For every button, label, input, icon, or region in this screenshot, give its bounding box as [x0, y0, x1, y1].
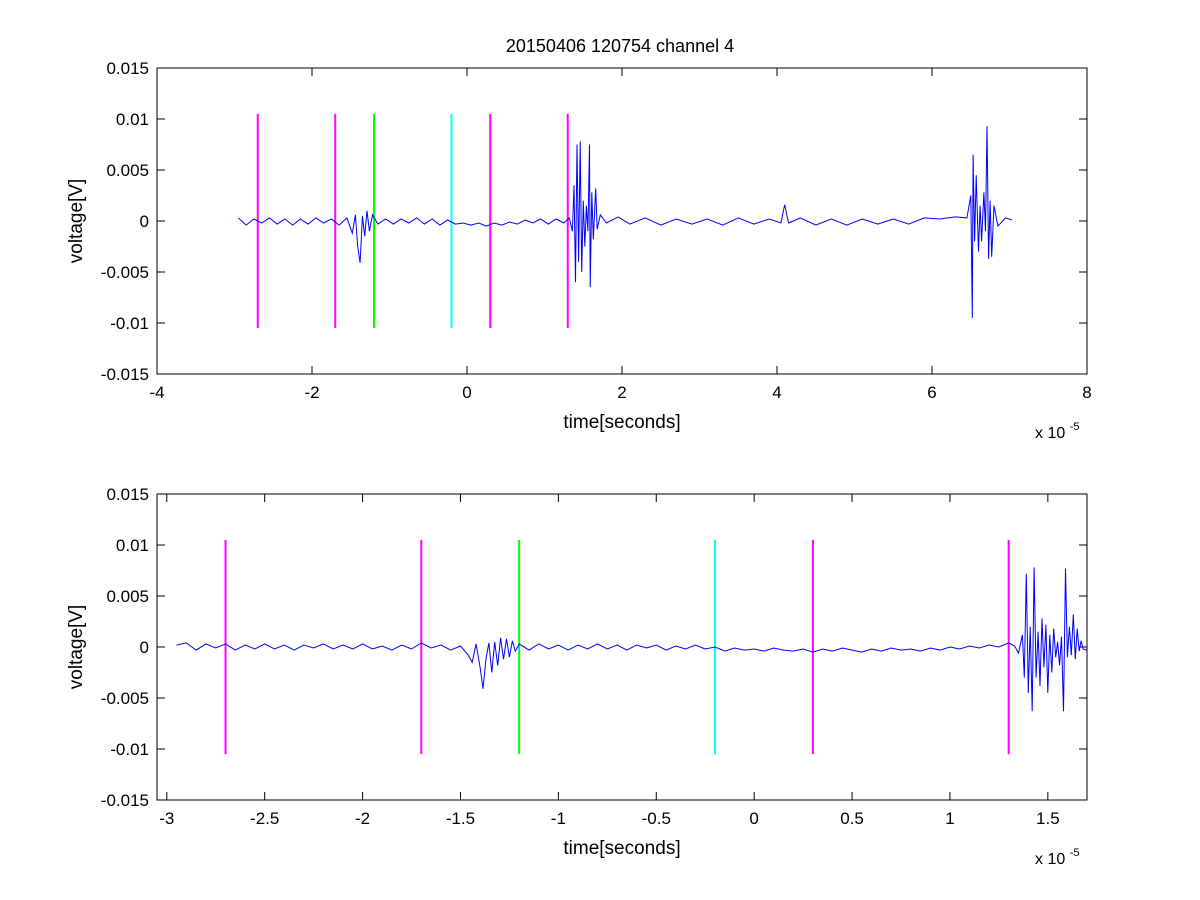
- top-subplot-ticks: -4 -2 0 2 4 6 8 -0.015 -0.01 -0.005 0 0.005 0.01 0.01…: [101, 59, 1092, 402]
- bottom-x-tick-label: 0: [749, 809, 758, 828]
- top-x-tick-label: -2: [304, 383, 319, 402]
- top-y-tick-label: 0: [140, 212, 149, 231]
- top-y-tick-label: 0.005: [106, 161, 149, 180]
- bottom-y-tick-label: -0.005: [101, 689, 149, 708]
- bottom-x-tick-label: -1: [551, 809, 566, 828]
- top-voltage-trace: [238, 126, 1012, 318]
- top-y-tick-label: -0.005: [101, 263, 149, 282]
- bottom-y-tick-label: 0: [140, 638, 149, 657]
- bottom-y-tick-label: 0.015: [106, 485, 149, 504]
- bottom-x-tick-label: 1: [945, 809, 954, 828]
- top-x-multiplier-base: x 10: [1035, 425, 1065, 442]
- top-subplot-markers: [256, 113, 569, 329]
- bottom-y-tick-label: -0.01: [110, 740, 149, 759]
- top-x-tick-label: 2: [617, 383, 626, 402]
- bottom-x-multiplier: x 10 -5: [1035, 847, 1079, 868]
- top-x-multiplier-exponent: -5: [1070, 421, 1080, 433]
- bottom-x-tick-label: -0.5: [642, 809, 671, 828]
- bottom-x-tick-label: 0.5: [840, 809, 864, 828]
- bottom-y-tick-label: 0.01: [116, 536, 149, 555]
- bottom-y-tick-label: -0.015: [101, 791, 149, 810]
- top-subplot-frame: [156, 67, 1088, 375]
- bottom-voltage-trace: [176, 567, 1088, 712]
- top-x-multiplier: x 10 -5: [1035, 421, 1079, 442]
- bottom-subplot-series: [176, 567, 1088, 712]
- bottom-x-multiplier-base: x 10: [1035, 851, 1065, 868]
- top-subplot-series: [238, 126, 1012, 318]
- top-y-tick-label: 0.01: [116, 110, 149, 129]
- top-subplot: -4 -2 0 2 4 6 8 -0.015 -0.01 -0.005 0 0.005 0.01 0.01…: [66, 59, 1092, 442]
- bottom-x-tick-label: -2.5: [250, 809, 279, 828]
- top-y-axis-label: voltage[V]: [66, 179, 87, 264]
- top-x-tick-label: 4: [772, 383, 781, 402]
- top-x-tick-label: -4: [149, 383, 164, 402]
- top-x-tick-label: 0: [462, 383, 471, 402]
- bottom-x-tick-label: -3: [159, 809, 174, 828]
- bottom-x-tick-label: -2: [355, 809, 370, 828]
- bottom-subplot-frame: [156, 493, 1088, 801]
- top-x-tick-label: 6: [927, 383, 936, 402]
- bottom-x-multiplier-exponent: -5: [1070, 847, 1080, 859]
- figure-title: 20150406 120754 channel 4: [506, 36, 734, 56]
- bottom-x-axis-label: time[seconds]: [563, 838, 680, 859]
- bottom-subplot-ticks: -3 -2.5 -2 -1.5 -1 -0.5 0 0.5 1 1.5 -0.015 -0.01 -0.…: [101, 485, 1087, 828]
- bottom-y-tick-label: 0.005: [106, 587, 149, 606]
- top-y-tick-label: -0.015: [101, 365, 149, 384]
- top-y-tick-label: 0.015: [106, 59, 149, 78]
- bottom-subplot: -3 -2.5 -2 -1.5 -1 -0.5 0 0.5 1 1.5 -0.015 -0.01 -0.…: [66, 485, 1088, 868]
- bottom-y-axis-label: voltage[V]: [66, 605, 87, 690]
- top-y-tick-label: -0.01: [110, 314, 149, 333]
- top-x-axis-label: time[seconds]: [563, 412, 680, 433]
- top-x-tick-label: 8: [1082, 383, 1091, 402]
- bottom-x-tick-label: -1.5: [446, 809, 475, 828]
- bottom-x-tick-label: 1.5: [1036, 809, 1060, 828]
